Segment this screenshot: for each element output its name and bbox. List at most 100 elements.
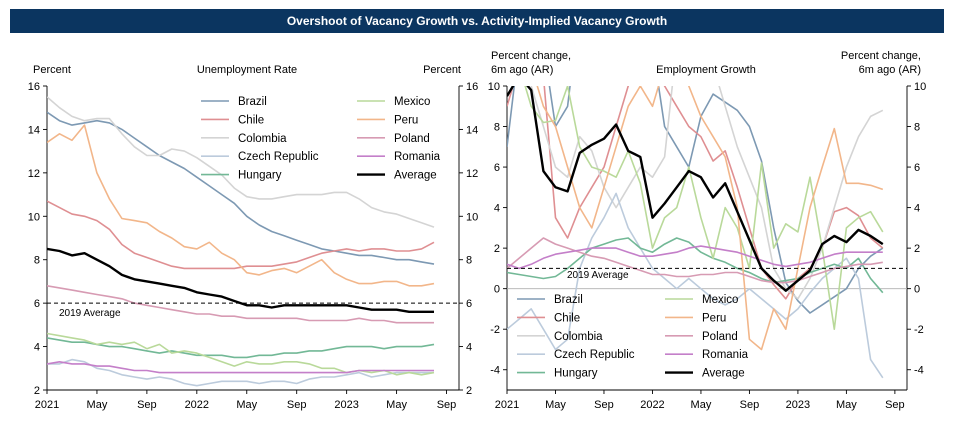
unemployment-ytick-label-left: 16 [28, 81, 40, 93]
unemployment-line-colombia [47, 96, 435, 228]
figure-title: Overshoot of Vacancy Growth vs. Activity… [10, 9, 944, 33]
unemployment-ytick-label-right: 16 [466, 81, 478, 93]
employment-chart: -4 -4 -2 -2 0 0 2 2 4 4 6 6 8 8 10 10 2021 May Sep 2022 May S… [488, 50, 927, 411]
employment-ytick-label-left: 0 [494, 284, 500, 296]
employment-ytick-label-right: 10 [914, 81, 926, 93]
employment-reference-label: 2019 Average [567, 270, 629, 281]
employment-line-colombia [530, 86, 884, 300]
employment-chart-title: Employment Growth [656, 64, 756, 76]
unemployment-ytick-label-left: 12 [28, 168, 40, 180]
employment-legend-label-poland: Poland [702, 331, 738, 343]
unemployment-xtick-label: 2022 [185, 399, 209, 411]
unemployment-ytick-label-right: 12 [466, 168, 478, 180]
unemployment-legend-label-brazil: Brazil [238, 96, 267, 108]
unemployment-legend-label-average: Average [394, 170, 437, 182]
unemployment-xtick-label: Sep [287, 399, 307, 411]
employment-line-peru [536, 86, 884, 351]
unemployment-line-poland [47, 285, 434, 324]
unemployment-xtick-label: Sep [137, 399, 157, 411]
employment-ytick-label-left: 2 [494, 243, 500, 255]
employment-ylabel-left: 6m ago (AR) [491, 64, 553, 76]
unemployment-line-hungary [47, 337, 435, 359]
employment-legend-label-brazil: Brazil [554, 294, 583, 306]
unemployment-ylabel-right: Percent [423, 64, 461, 76]
unemployment-xtick-label: 2023 [334, 399, 358, 411]
unemployment-ytick-label-left: 6 [34, 298, 40, 310]
employment-legend-label-colombia: Colombia [554, 331, 603, 343]
employment-ylabel-right: Percent change, [841, 50, 921, 62]
employment-line-czech-republic [507, 192, 884, 379]
unemployment-line-chile [47, 200, 435, 270]
unemployment-legend-label-peru: Peru [394, 114, 418, 126]
unemployment-ytick-label-left: 14 [28, 124, 40, 136]
unemployment-chart: 2 2 4 4 6 6 8 8 10 10 12 12 14 14 16 16 2021 May Sep 2022 Ma… [28, 64, 479, 411]
unemployment-reference-label: 2019 Average [59, 308, 121, 319]
employment-line-poland [507, 237, 883, 284]
employment-line-chile [507, 86, 884, 300]
unemployment-ytick-label-right: 4 [466, 342, 472, 354]
employment-legend-label-hungary: Hungary [554, 368, 598, 380]
unemployment-ytick-label-left: 10 [28, 211, 40, 223]
employment-xtick-label: 2023 [786, 399, 810, 411]
unemployment-chart-title: Unemployment Rate [197, 64, 297, 76]
unemployment-xtick-label: May [386, 399, 407, 411]
employment-xtick-label: 2022 [640, 399, 664, 411]
employment-ytick-label-right: 6 [914, 162, 920, 174]
employment-xtick-label: May [545, 399, 566, 411]
employment-ytick-label-left: -2 [490, 324, 500, 336]
employment-line-average [507, 86, 884, 292]
employment-line-brazil [507, 86, 884, 314]
employment-legend-label-czech-republic: Czech Republic [554, 349, 635, 361]
employment-ytick-label-left: -4 [490, 365, 500, 377]
employment-ytick-label-right: 8 [914, 122, 920, 134]
employment-ytick-label-left: 10 [488, 81, 500, 93]
employment-xtick-label: Sep [885, 399, 905, 411]
employment-ylabel-left: Percent change, [491, 50, 571, 62]
unemployment-legend-label-romania: Romania [394, 151, 441, 163]
employment-xtick-label: 2021 [495, 399, 519, 411]
unemployment-ytick-label-right: 2 [466, 385, 472, 397]
unemployment-legend-label-poland: Poland [394, 133, 430, 145]
unemployment-ytick-label-right: 6 [466, 298, 472, 310]
unemployment-ytick-label-left: 8 [34, 255, 40, 267]
employment-ytick-label-left: 4 [494, 203, 500, 215]
unemployment-ytick-label-right: 14 [466, 124, 478, 136]
employment-ytick-label-left: 8 [494, 122, 500, 134]
employment-ytick-label-left: 6 [494, 162, 500, 174]
employment-ytick-label-right: 2 [914, 243, 920, 255]
unemployment-legend-label-colombia: Colombia [238, 133, 287, 145]
unemployment-ytick-label-right: 8 [466, 255, 472, 267]
unemployment-line-romania [47, 360, 434, 374]
employment-ylabel-right: 6m ago (AR) [859, 64, 921, 76]
employment-ytick-label-right: -4 [914, 365, 924, 377]
unemployment-ytick-label-left: 4 [34, 342, 40, 354]
employment-ytick-label-right: 0 [914, 284, 920, 296]
unemployment-series-group [47, 96, 435, 387]
unemployment-xtick-label: 2021 [35, 399, 59, 411]
employment-legend-label-peru: Peru [702, 312, 726, 324]
employment-xtick-label: May [691, 399, 712, 411]
employment-line-romania [507, 245, 883, 270]
unemployment-legend-label-chile: Chile [238, 114, 264, 126]
employment-xtick-label: Sep [740, 399, 760, 411]
employment-xtick-label: May [836, 399, 857, 411]
unemployment-line-peru [47, 124, 435, 287]
employment-ytick-label-right: 4 [914, 203, 920, 215]
unemployment-line-average [47, 247, 434, 313]
employment-legend-label-average: Average [702, 368, 745, 380]
unemployment-xtick-label: May [236, 399, 257, 411]
unemployment-legend-label-hungary: Hungary [238, 170, 282, 182]
unemployment-ytick-label-right: 10 [466, 211, 478, 223]
employment-legend-label-romania: Romania [702, 349, 749, 361]
employment-legend-label-mexico: Mexico [702, 294, 738, 306]
unemployment-xtick-label: Sep [437, 399, 457, 411]
employment-ytick-label-right: -2 [914, 324, 924, 336]
unemployment-line-czech-republic [47, 358, 434, 387]
unemployment-line-brazil [47, 111, 435, 265]
employment-xtick-label: Sep [594, 399, 614, 411]
employment-series-group [507, 86, 884, 379]
unemployment-legend-label-czech-republic: Czech Republic [238, 151, 319, 163]
employment-legend-label-chile: Chile [554, 312, 580, 324]
unemployment-xtick-label: May [87, 399, 108, 411]
